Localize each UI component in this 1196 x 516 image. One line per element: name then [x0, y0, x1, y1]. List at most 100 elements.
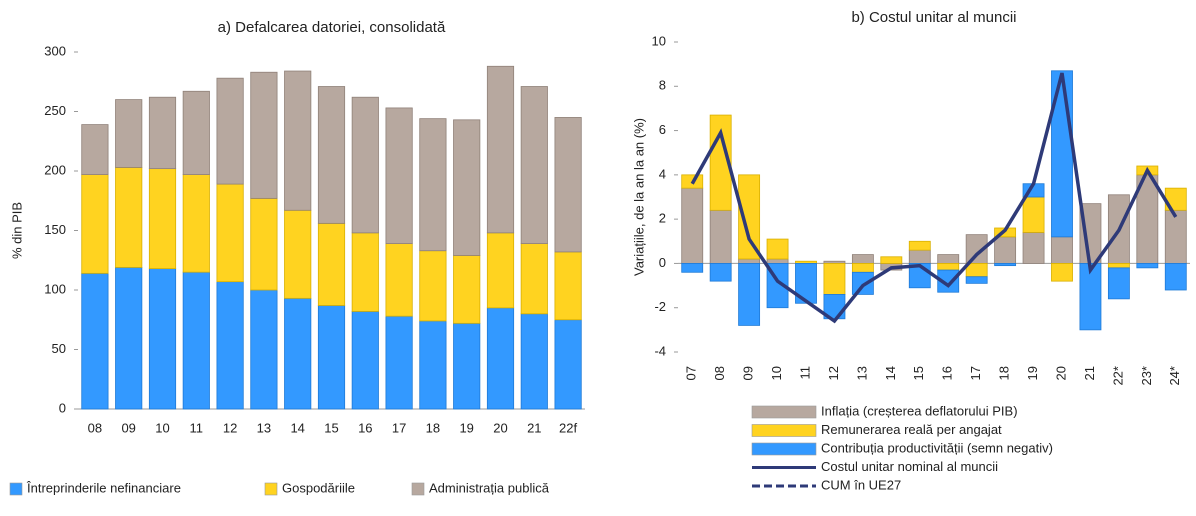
bar-segment	[681, 263, 704, 273]
bar-segment	[851, 254, 874, 264]
bar-segment	[1107, 267, 1130, 300]
x-tick-label: 08	[712, 366, 727, 380]
bar-segment	[351, 232, 379, 312]
bar-segment	[1022, 196, 1045, 233]
bar-segment	[81, 272, 109, 410]
bar-segment	[148, 268, 177, 410]
bar-segment	[284, 70, 312, 211]
x-tick-label: 15	[911, 366, 926, 380]
y-tick-label: 2	[659, 211, 666, 226]
x-tick-label: 19	[459, 420, 473, 435]
x-tick-label: 17	[968, 366, 983, 380]
bar-segment	[284, 209, 312, 299]
chart-title: b) Costul unitar al muncii	[851, 9, 1016, 26]
legend-swatch	[751, 405, 817, 419]
x-tick-label: 22*	[1110, 366, 1125, 386]
bar-segment	[766, 258, 789, 264]
chart-title: a) Defalcarea datoriei, consolidată	[218, 19, 446, 36]
legend-label: Gospodăriile	[282, 480, 355, 495]
bar-segment	[908, 249, 931, 264]
x-tick-label: 09	[121, 420, 135, 435]
bar-segment	[1022, 232, 1045, 264]
bar-segment	[738, 263, 761, 326]
bar-segment	[385, 243, 413, 317]
y-tick-label: 300	[44, 43, 66, 58]
x-tick-label: 11	[797, 366, 812, 380]
bar-segment	[250, 71, 278, 199]
y-axis-label: % din PIB	[9, 202, 24, 259]
bar-segment	[851, 271, 874, 295]
bar-segment	[965, 263, 988, 278]
x-tick-label: 21	[1082, 366, 1097, 380]
bar-segment	[738, 174, 761, 260]
bar-segment	[709, 209, 732, 264]
x-tick-label: 13	[257, 420, 271, 435]
x-tick-label: 18	[426, 420, 440, 435]
x-tick-label: 19	[1025, 366, 1040, 380]
x-tick-label: 18	[997, 366, 1012, 380]
bar-segment	[453, 255, 481, 324]
legend-swatch	[264, 482, 278, 496]
x-tick-label: 10	[769, 366, 784, 380]
bar-segment	[520, 86, 548, 244]
bar-segment	[182, 90, 210, 175]
bar-segment	[317, 222, 346, 306]
bar-segment	[520, 313, 548, 410]
bar-segment	[419, 118, 447, 252]
legend-swatch	[9, 482, 23, 496]
legend-swatch	[411, 482, 425, 496]
x-tick-label: 16	[940, 366, 955, 380]
bar-segment	[709, 263, 732, 282]
bar-segment	[738, 258, 761, 264]
bar-segment	[520, 243, 548, 315]
x-tick-label: 12	[223, 420, 237, 435]
bar-segment	[486, 307, 515, 410]
bar-segment	[148, 168, 177, 269]
bar-segment	[419, 320, 447, 410]
x-tick-label: 14	[883, 366, 898, 380]
bar-segment	[115, 167, 143, 268]
x-tick-label: 11	[190, 420, 204, 435]
x-tick-label: 08	[88, 420, 102, 435]
x-tick-label: 13	[854, 366, 869, 380]
bar-segment	[766, 238, 789, 260]
bar-segment	[965, 276, 988, 284]
bar-segment	[81, 124, 109, 175]
bar-segment	[823, 263, 846, 295]
bar-segment	[182, 174, 210, 273]
bar-segment	[937, 269, 960, 293]
legend-swatch	[751, 424, 817, 437]
bar-segment	[81, 174, 109, 274]
y-tick-label: 250	[44, 103, 66, 118]
x-tick-label: 22f	[559, 420, 577, 435]
legend-label: Costul unitar nominal al muncii	[821, 459, 998, 474]
y-tick-label: 4	[659, 166, 666, 181]
y-tick-label: 0	[59, 400, 66, 415]
y-tick-label: -2	[654, 299, 666, 314]
bar-segment	[115, 266, 143, 410]
bar-segment	[851, 263, 874, 273]
x-tick-label: 16	[358, 420, 372, 435]
bar-segment	[795, 263, 817, 304]
y-tick-label: 200	[44, 162, 66, 177]
bar-segment	[317, 305, 346, 410]
bar-segment	[317, 86, 346, 224]
bar-segment	[880, 256, 903, 264]
x-tick-label: 23*	[1139, 366, 1154, 386]
bar-segment	[994, 263, 1017, 267]
bar-segment	[216, 183, 244, 283]
bar-segment	[115, 99, 143, 168]
legend-label: Întreprinderile nefinanciare	[26, 480, 181, 495]
x-tick-label: 09	[741, 366, 756, 380]
x-tick-label: 15	[324, 420, 338, 435]
legend-label: Administrația publică	[429, 480, 550, 495]
y-tick-label: -4	[654, 343, 666, 358]
bar-segment	[554, 251, 582, 321]
bar-segment	[937, 263, 960, 271]
bar-segment	[419, 250, 447, 322]
x-tick-label: 12	[826, 366, 841, 380]
y-tick-label: 50	[52, 341, 66, 356]
bar-segment	[182, 271, 210, 410]
bar-segment	[937, 254, 960, 264]
